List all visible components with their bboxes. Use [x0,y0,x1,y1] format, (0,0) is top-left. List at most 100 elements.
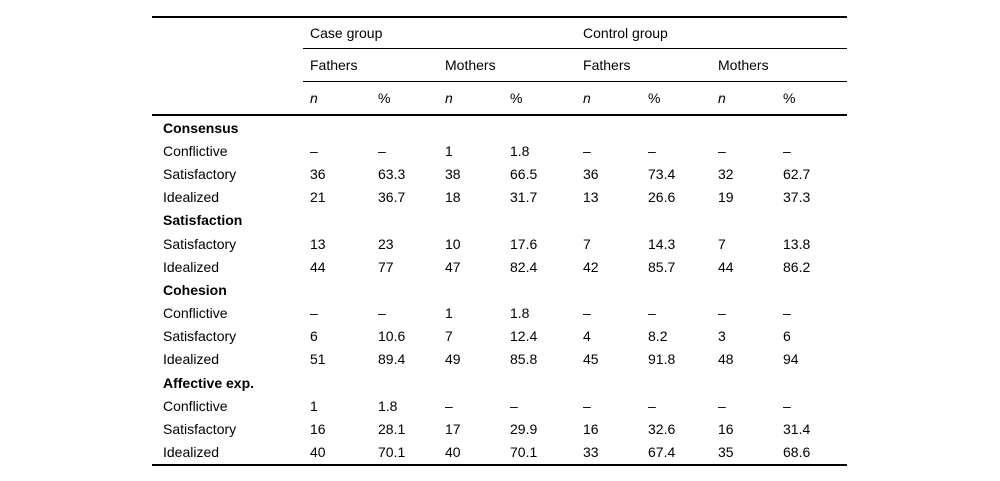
measure-header-n: n [438,81,503,116]
data-row: Satisfactory 36 63.3 38 66.5 36 73.4 32 62.7 [152,162,847,185]
cell-value: 36.7 [378,189,406,206]
cell-value: – [718,142,726,159]
cell-value: 1 [310,397,318,414]
cell-value: 38 [445,165,461,182]
cell-value: 40 [445,444,461,461]
row-label: Conflictive [163,397,228,414]
cell-value: 70.1 [378,444,406,461]
section-title: Cohesion [163,281,227,298]
stub-spacer [152,81,303,116]
cell-value: 18 [445,189,461,206]
column-group-case: Case group [303,17,577,49]
data-row: Satisfactory 16 28.1 17 29.9 16 32.6 16 31.4 [152,417,847,440]
data-row: Conflictive – – 1 1.8 – – – – [152,302,847,325]
section-title: Satisfaction [163,212,243,229]
cell-value: – [583,305,591,322]
cell-value: – [718,305,726,322]
cell-value: 7 [445,328,453,345]
cell-value: 8.2 [648,328,668,345]
row-label: Satisfactory [163,421,237,438]
cell-value: 13 [583,189,599,206]
cell-value: 77 [378,258,394,275]
subgroup-header-row: Fathers Mothers Fathers Mothers [152,48,848,82]
section-title-row: Cohesion [152,278,847,301]
section-title-row: Satisfaction [152,209,847,232]
cell-value: – [378,142,386,159]
cell-value: 31.7 [510,189,538,206]
statistics-table: Case group Control group Fathers Mothers… [152,16,848,466]
subgroup-control-fathers: Fathers [576,48,712,82]
cell-value: 16 [583,421,599,438]
data-row: Idealized 51 89.4 49 85.8 45 91.8 48 94 [152,348,847,371]
data-row: Conflictive 1 1.8 – – – – – – [152,394,847,417]
cell-value: 23 [378,235,394,252]
cell-value: 82.4 [510,258,538,275]
cell-value: 13.8 [783,235,811,252]
stub-spacer [152,49,303,82]
cell-value: 66.5 [510,165,538,182]
cell-value: 1 [445,142,453,159]
measure-header-n: n [303,81,371,116]
cell-value: – [783,397,791,414]
cell-value: 26.6 [648,189,676,206]
cell-value: 6 [310,328,318,345]
cell-value: – [783,305,791,322]
cell-value: 31.4 [783,421,811,438]
cell-value: 51 [310,351,326,368]
cell-value: 45 [583,351,599,368]
cell-value: – [718,397,726,414]
cell-value: 16 [718,421,734,438]
cell-value: 14.3 [648,235,676,252]
cell-value: 29.9 [510,421,538,438]
row-label: Idealized [163,351,220,368]
data-row: Idealized 44 77 47 82.4 42 85.7 44 86.2 [152,255,847,278]
cell-value: 42 [583,258,599,275]
cell-value: – [648,142,656,159]
subgroup-case-fathers: Fathers [303,48,438,82]
cell-value: 12.4 [510,328,538,345]
cell-value: 47 [445,258,461,275]
group-header-row: Case group Control group [152,17,848,49]
section-title-row: Affective exp. [152,371,847,394]
cell-value: 44 [718,258,734,275]
cell-value: 1.8 [378,397,398,414]
cell-value: 7 [583,235,591,252]
section-title: Consensus [163,119,239,136]
cell-value: – [783,142,791,159]
cell-value: 89.4 [378,351,406,368]
cell-value: – [445,397,453,414]
cell-value: 16 [310,421,326,438]
measure-header-pct: % [641,81,712,116]
measure-header-row: n % n % n % n % [152,81,848,116]
table-body: Consensus Conflictive – – 1 1.8 – – – – Satisfacto… [152,115,847,465]
cell-value: 13 [310,235,326,252]
cell-value: 10 [445,235,461,252]
cell-value: 40 [310,444,326,461]
cell-value: 1.8 [510,305,530,322]
cell-value: 35 [718,444,734,461]
data-row: Idealized 21 36.7 18 31.7 13 26.6 19 37.3 [152,186,847,209]
cell-value: – [648,305,656,322]
cell-value: 36 [583,165,599,182]
stub-spacer [152,17,303,49]
cell-value: 73.4 [648,165,676,182]
cell-value: 68.6 [783,444,811,461]
cell-value: 6 [783,328,791,345]
data-row: Satisfactory 6 10.6 7 12.4 4 8.2 3 6 [152,325,847,348]
cell-value: – [378,305,386,322]
subgroup-case-mothers: Mothers [438,48,577,82]
measure-header-n: n [711,81,777,116]
cell-value: 32.6 [648,421,676,438]
cell-value: 1 [445,305,453,322]
row-label: Idealized [163,258,220,275]
measure-header-pct: % [776,81,848,116]
measure-header-n: n [576,81,642,116]
cell-value: – [648,397,656,414]
data-row: Conflictive – – 1 1.8 – – – – [152,139,847,162]
cell-value: 85.7 [648,258,676,275]
cell-value: 94 [783,351,799,368]
cell-value: 49 [445,351,461,368]
cell-value: 85.8 [510,351,538,368]
section-title: Affective exp. [163,374,255,391]
